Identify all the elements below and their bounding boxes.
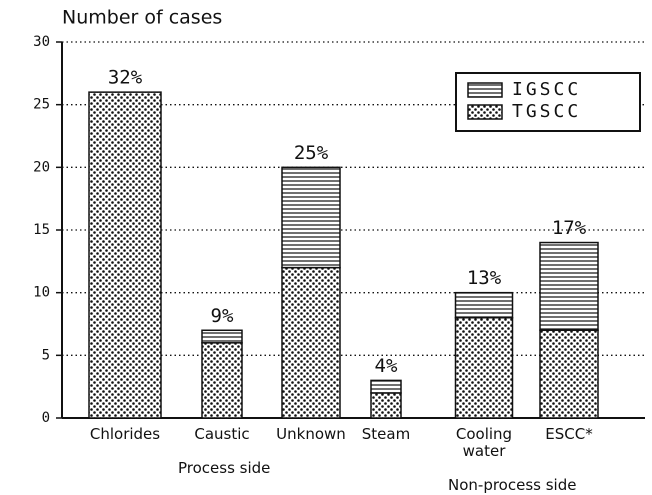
bar-annotation: 17%	[552, 217, 587, 239]
bar-segment	[454, 291, 514, 319]
bar-annotation: 9%	[211, 305, 234, 327]
bar-annotation: 25%	[294, 142, 329, 164]
bar-segment	[454, 316, 514, 419]
x-tick-label: Caustic	[194, 425, 250, 443]
y-tick-label: 0	[42, 410, 50, 426]
y-tick-label: 5	[42, 347, 50, 363]
x-tick-label: Chlorides	[89, 425, 161, 443]
group-label: Process side	[178, 459, 271, 477]
legend-swatch	[467, 82, 503, 98]
y-tick-label: 15	[33, 222, 50, 238]
x-tick-label: Unknown	[276, 425, 346, 443]
bar-annotation: 13%	[467, 267, 502, 289]
bar-segment	[281, 166, 341, 269]
group-label: Non-process side	[448, 476, 577, 494]
legend-swatch	[467, 104, 503, 120]
x-tick-label: ESCC*	[545, 425, 593, 443]
y-tick-label: 25	[33, 97, 50, 113]
bar-segment	[539, 241, 599, 332]
bar-segment	[281, 266, 341, 419]
y-tick-label: 20	[33, 159, 50, 175]
bar-annotation: 4%	[375, 355, 398, 377]
bar-segment	[201, 329, 243, 344]
bar-segment	[88, 91, 162, 419]
y-tick-label: 30	[33, 34, 50, 50]
bar-segment	[201, 342, 243, 419]
y-tick-label: 10	[33, 285, 50, 301]
x-tick-label: Cooling water	[455, 425, 513, 460]
bar-segment	[539, 329, 599, 419]
bar-segment	[370, 379, 402, 394]
y-axis-label: Number of cases	[62, 7, 222, 29]
legend-label: IGSCC	[512, 79, 581, 100]
legend-label: TGSCC	[512, 101, 581, 122]
bar-segment	[370, 392, 402, 419]
bar-annotation: 32%	[108, 67, 143, 89]
x-tick-label: Steam	[361, 425, 411, 443]
